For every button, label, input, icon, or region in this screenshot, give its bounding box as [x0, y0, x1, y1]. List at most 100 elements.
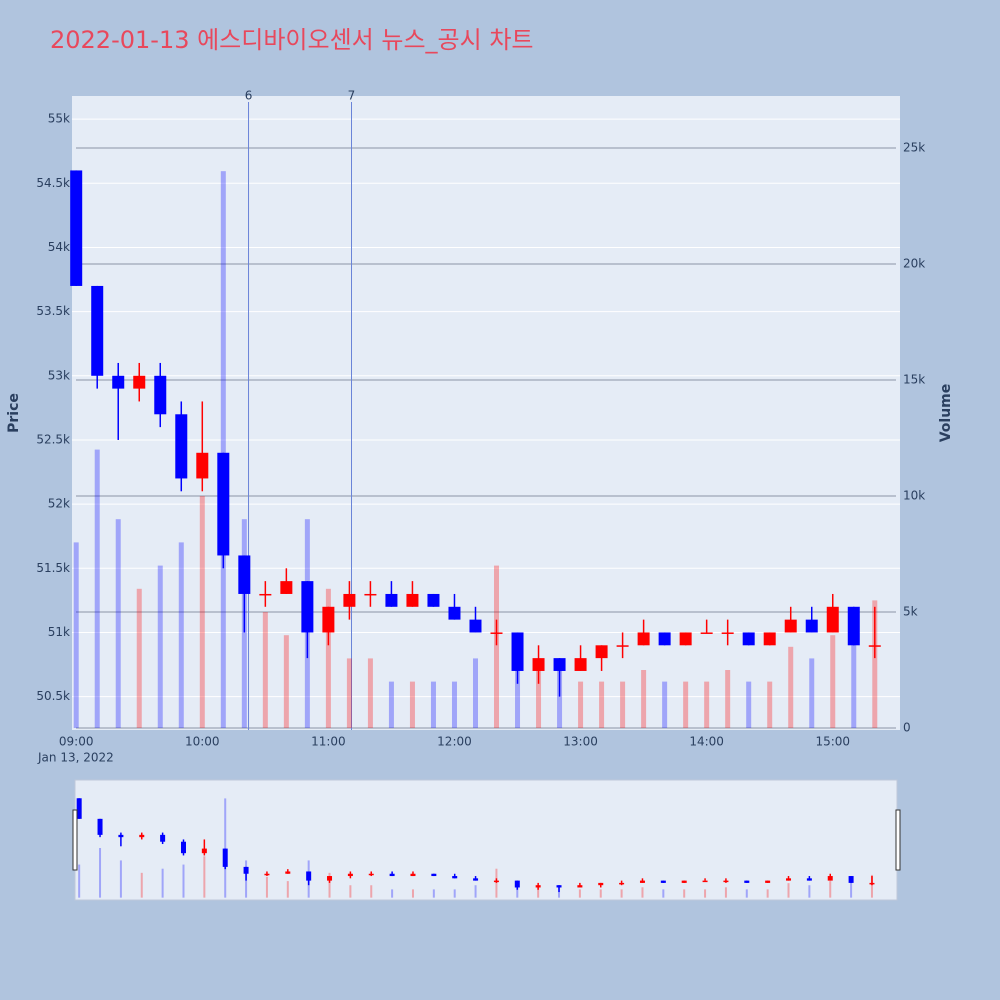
x-tick-label: 14:00 [689, 735, 724, 749]
candle-body [118, 834, 124, 838]
range-handle-left[interactable] [72, 809, 78, 871]
volume-bar [451, 681, 457, 729]
volume-bar [286, 881, 289, 898]
candle-body [238, 555, 251, 594]
plot-area [72, 96, 900, 730]
y-tick-label: 51.5k [36, 561, 70, 575]
candle-body [154, 375, 167, 415]
candle-body [427, 593, 440, 607]
volume-bar [704, 681, 710, 729]
volume-bar [746, 681, 752, 729]
y2-tick-label: 20k [903, 256, 925, 270]
x-date-label: Jan 13, 2022 [37, 751, 114, 765]
candle-body [406, 593, 419, 607]
candle-body [556, 885, 562, 888]
volume-bar [662, 681, 668, 729]
annotation-label: 6 [245, 89, 253, 103]
candle-body [847, 606, 860, 646]
candle-body [637, 632, 650, 646]
volume-bar [537, 885, 540, 898]
volume-bar [157, 565, 163, 729]
y-tick-label: 53.5k [36, 304, 70, 318]
candle-body [742, 632, 755, 646]
volume-bar [662, 889, 665, 898]
chart-title: 2022-01-13 에스디바이오센서 뉴스_공시 차트 [50, 26, 533, 54]
y-tick-label: 50.5k [36, 689, 70, 703]
volume-bar [178, 542, 184, 729]
range-handle-right[interactable] [895, 809, 901, 871]
volume-bar [370, 885, 373, 898]
volume-bar [220, 171, 226, 729]
volume-bar [536, 658, 542, 729]
candle-body [786, 878, 792, 881]
candle-body [196, 452, 209, 479]
volume-bar [808, 885, 811, 898]
volume-bar [809, 658, 815, 729]
volume-bar [262, 611, 268, 729]
candle-body [535, 885, 541, 888]
volume-bar [870, 874, 873, 898]
candle-body [639, 880, 645, 883]
candle-body [91, 285, 104, 376]
volume-bar [325, 588, 331, 729]
candle-body [827, 876, 833, 881]
x-tick-label: 11:00 [311, 735, 346, 749]
candle-body [264, 873, 270, 876]
volume-bar [704, 889, 707, 898]
volume-bar [683, 889, 686, 898]
candle-body [76, 798, 82, 819]
volume-bar [409, 681, 415, 729]
candle-body [805, 619, 818, 633]
candle-body [490, 632, 503, 634]
candle-body [97, 818, 103, 835]
candle-body [280, 581, 293, 594]
candle-body [763, 632, 776, 646]
volume-bar [724, 887, 727, 898]
candle-body [595, 645, 608, 659]
candle-body [452, 876, 458, 879]
candle-body [598, 882, 604, 886]
volume-bar [578, 681, 584, 729]
candle-body [723, 880, 729, 883]
candle-body [160, 834, 166, 842]
candle-body [848, 876, 854, 883]
volume-bar [328, 872, 331, 898]
candle-body [744, 880, 750, 883]
y-tick-label: 52k [48, 497, 70, 511]
volume-bar [745, 889, 748, 898]
range-slider[interactable] [74, 779, 898, 901]
volume-bar [136, 588, 142, 729]
volume-bar [725, 670, 731, 729]
annotation-label: 7 [348, 89, 356, 103]
y-tick-label: 55k [48, 112, 70, 126]
candle-body [70, 170, 83, 286]
candle-body [616, 645, 629, 647]
candle-body [784, 619, 797, 633]
candle-body [222, 848, 228, 867]
candle-body [364, 593, 377, 596]
candle-body [721, 632, 734, 634]
volume-bar [140, 872, 143, 898]
candle-body [322, 606, 335, 633]
volume-bar [850, 876, 853, 898]
x-tick-label: 12:00 [437, 735, 472, 749]
volume-bar [119, 860, 122, 898]
candle-body [301, 581, 314, 633]
volume-bar [391, 889, 394, 898]
volume-bar [115, 519, 121, 729]
volume-bar [453, 889, 456, 898]
candle-body [577, 885, 583, 888]
volume-bar [599, 889, 602, 898]
volume-bar [283, 635, 289, 729]
candle-body [201, 848, 207, 854]
candle-body [514, 880, 520, 888]
y-tick-label: 51k [48, 625, 70, 639]
candle-body [259, 593, 272, 596]
x-tick-label: 10:00 [185, 735, 220, 749]
y-tick-label: 54k [48, 240, 70, 254]
volume-bar [99, 848, 102, 898]
candle-body [574, 658, 587, 671]
candle-body [700, 632, 713, 634]
volume-bar [203, 856, 206, 898]
